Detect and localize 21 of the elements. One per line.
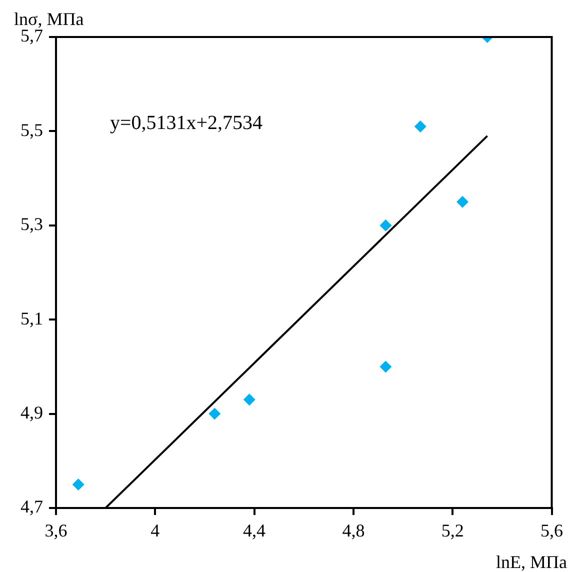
- x-tick-label: 5,2: [441, 520, 464, 541]
- point: [243, 394, 256, 406]
- point: [72, 478, 84, 490]
- annotation: y=0,5131x+2,7534: [110, 112, 263, 134]
- y-tick-label: 4,7: [20, 496, 43, 517]
- y-tick-label: 5,5: [20, 120, 43, 140]
- x-tick-label: 4: [150, 520, 160, 541]
- y-tick-label: 5,1: [20, 308, 43, 328]
- x-tick-label: 4,8: [342, 520, 365, 541]
- x-tick-label: 3,6: [44, 520, 68, 541]
- point: [208, 408, 221, 420]
- y-axis-title: lnσ, МПа: [14, 9, 84, 29]
- x-tick-label: 4,4: [243, 520, 266, 541]
- point: [380, 219, 392, 232]
- y-tick-label: 4,9: [20, 402, 43, 423]
- x-axis-title: lnE, МПа: [496, 552, 568, 572]
- point: [380, 360, 392, 373]
- x-tick-label: 5,6: [540, 520, 563, 541]
- y-tick-label: 5,3: [20, 214, 43, 234]
- point: [456, 196, 469, 208]
- point: [414, 120, 426, 132]
